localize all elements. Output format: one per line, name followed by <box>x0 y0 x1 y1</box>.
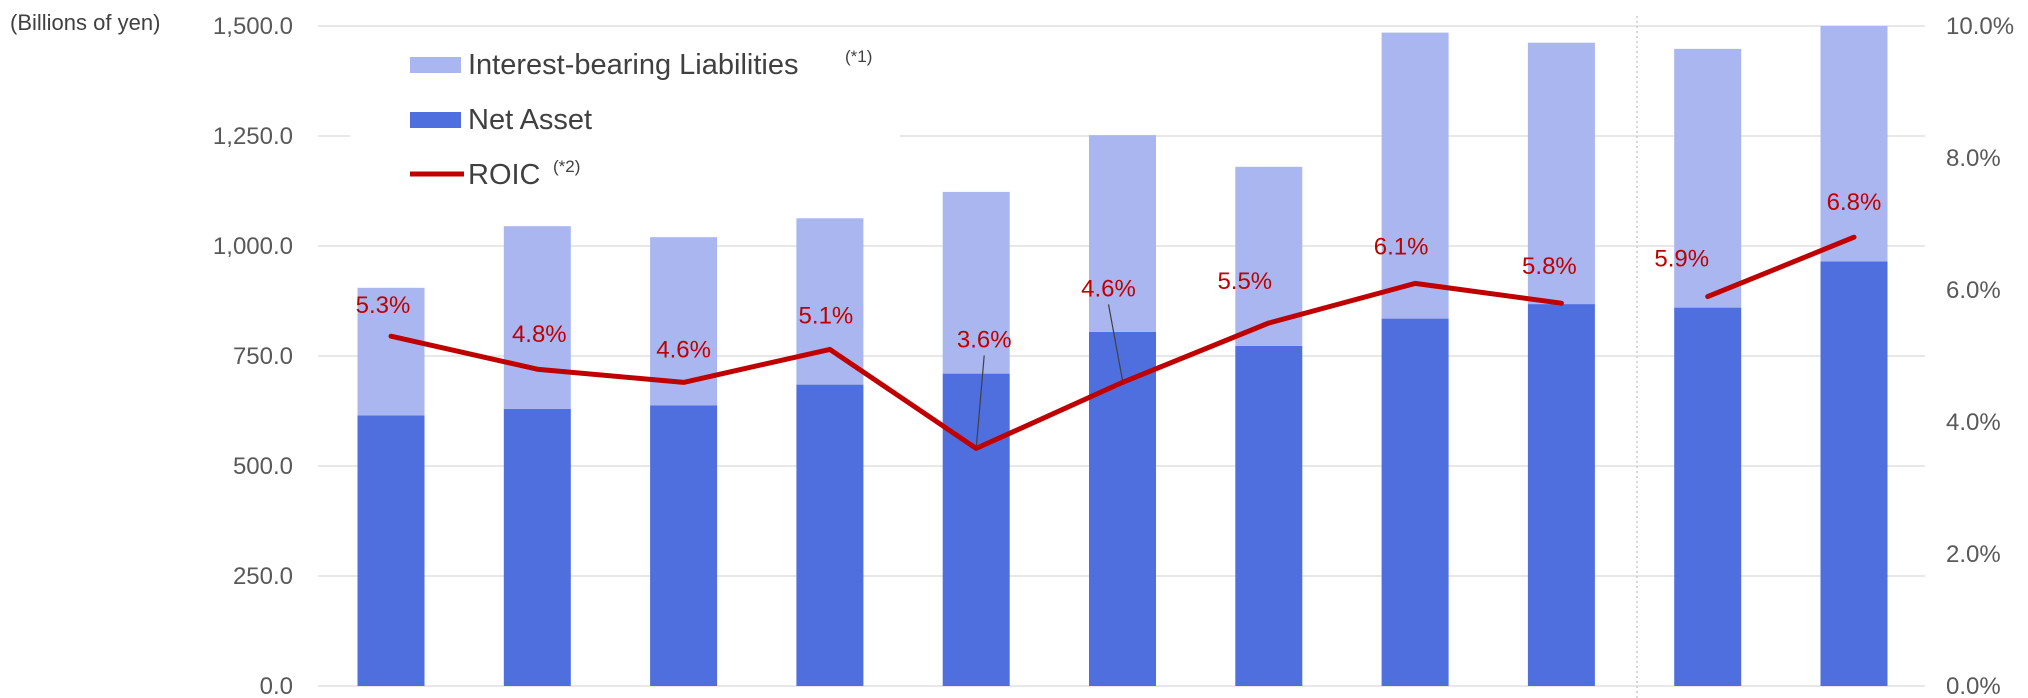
roic-data-labels: 5.3% 4.8% 4.6% 5.1% 3.6% 4.6% 5.5% 6.1% 5.8% 5.9%… <box>356 189 1882 363</box>
bar-net-asset <box>796 384 864 686</box>
roic-data-label: 5.3% <box>356 292 411 319</box>
roic-data-label: 4.6% <box>656 336 711 363</box>
bar-net-asset <box>1674 307 1742 686</box>
roic-data-label: 5.9% <box>1654 246 1709 273</box>
bar-interest-bearing <box>1820 26 1888 262</box>
bar-net-asset <box>1527 304 1595 686</box>
right-tick-label: 0.0% <box>1946 673 2001 698</box>
leader-lines <box>975 304 1124 449</box>
left-tick-label: 250.0 <box>233 563 293 590</box>
bar-interest-bearing <box>503 226 571 409</box>
left-tick-label: 0.0 <box>260 673 293 698</box>
right-tick-label: 4.0% <box>1946 409 2001 436</box>
roic-data-label: 6.8% <box>1827 189 1882 216</box>
left-tick-label: 500.0 <box>233 453 293 480</box>
roic-line-segment <box>1705 234 1857 300</box>
bar-interest-bearing <box>1381 32 1449 319</box>
left-tick-label: 1,500.0 <box>213 13 293 40</box>
leader-line <box>975 355 985 449</box>
left-tick-label: 1,250.0 <box>213 123 293 150</box>
legend-label-interest-bearing: Interest-bearing Liabilities <box>468 49 798 81</box>
roic-data-label: 4.6% <box>1081 275 1136 302</box>
bar-net-asset <box>1235 345 1303 686</box>
left-tick-label: 1,000.0 <box>213 233 293 260</box>
bar-net-asset <box>357 415 425 686</box>
legend-note-roic: (*2) <box>553 157 580 176</box>
right-axis-ticks: 0.0% 2.0% 4.0% 6.0% 8.0% 10.0% <box>1946 13 2014 698</box>
bar-interest-bearing <box>1674 48 1742 308</box>
right-tick-label: 6.0% <box>1946 277 2001 304</box>
roic-data-label: 5.5% <box>1217 268 1272 295</box>
roic-data-label: 6.1% <box>1374 233 1429 260</box>
left-tick-label: 750.0 <box>233 343 293 370</box>
left-axis-unit-label: (Billions of yen) <box>10 10 160 35</box>
legend: Interest-bearing Liabilities (*1) Net As… <box>350 40 900 200</box>
roic-data-label: 5.1% <box>799 302 854 329</box>
left-axis-ticks: 0.0 250.0 500.0 750.0 1,000.0 1,250.0 1,500.0 <box>213 13 293 698</box>
legend-label-net-asset: Net Asset <box>468 104 592 136</box>
bars <box>357 26 1888 686</box>
leader-line <box>1107 304 1124 381</box>
bar-interest-bearing <box>1527 42 1595 305</box>
bar-interest-bearing <box>942 191 1010 374</box>
bar-net-asset <box>650 405 718 686</box>
roic-line-segment <box>388 280 1564 451</box>
right-tick-label: 10.0% <box>1946 13 2014 40</box>
bar-net-asset <box>1820 261 1888 686</box>
right-tick-label: 8.0% <box>1946 145 2001 172</box>
legend-swatch-interest-bearing <box>410 57 461 73</box>
roic-data-label: 3.6% <box>957 326 1012 353</box>
right-tick-label: 2.0% <box>1946 541 2001 568</box>
legend-note-interest-bearing: (*1) <box>845 47 872 66</box>
legend-label-roic: ROIC <box>468 159 541 191</box>
bar-interest-bearing <box>357 287 425 416</box>
bar-net-asset <box>942 373 1010 686</box>
roic-line <box>388 234 1857 451</box>
legend-swatch-net-asset <box>410 112 461 128</box>
bar-net-asset <box>503 408 571 686</box>
bar-interest-bearing <box>1089 135 1156 332</box>
roic-data-label: 4.8% <box>512 321 567 348</box>
roic-data-label: 5.8% <box>1522 253 1577 280</box>
bar-net-asset <box>1381 318 1449 686</box>
